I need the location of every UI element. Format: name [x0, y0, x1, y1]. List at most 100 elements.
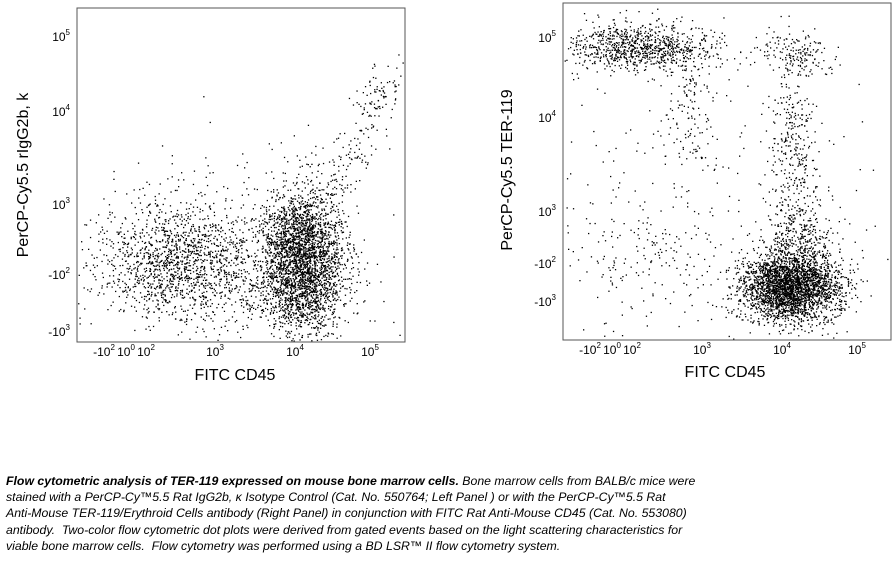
- dot: [316, 270, 318, 272]
- dot: [304, 322, 306, 324]
- dot: [139, 264, 141, 266]
- dot: [311, 340, 313, 342]
- dot: [328, 267, 330, 270]
- dot: [329, 197, 331, 199]
- dot: [322, 264, 324, 266]
- dot: [301, 271, 304, 273]
- dot: [102, 242, 104, 244]
- dot: [347, 321, 349, 324]
- dot: [295, 243, 298, 245]
- dot: [309, 289, 311, 291]
- dot: [307, 303, 310, 305]
- dot: [293, 285, 295, 287]
- dot: [264, 249, 267, 251]
- dot: [154, 293, 156, 295]
- dot: [281, 248, 283, 250]
- dot: [125, 289, 127, 291]
- dot: [306, 261, 308, 263]
- dot: [192, 257, 194, 259]
- dot: [237, 291, 239, 294]
- dot: [124, 253, 126, 256]
- dot: [302, 294, 304, 296]
- dot: [330, 194, 332, 196]
- dot: [243, 258, 246, 260]
- dot: [257, 264, 259, 266]
- dot: [158, 279, 160, 282]
- dot: [300, 253, 302, 255]
- dot: [308, 260, 310, 262]
- dot: [223, 275, 225, 278]
- dot: [137, 282, 140, 285]
- dot: [228, 262, 230, 264]
- dot: [290, 203, 292, 205]
- dot: [167, 302, 169, 304]
- dot: [157, 269, 159, 271]
- dot: [259, 316, 261, 318]
- dot: [308, 238, 310, 240]
- dot: [288, 247, 290, 249]
- dot: [278, 218, 281, 221]
- dot: [311, 220, 313, 223]
- dot: [176, 255, 178, 257]
- dot: [268, 249, 271, 251]
- dot: [382, 106, 384, 108]
- dot: [141, 240, 144, 243]
- dot: [194, 291, 196, 293]
- dot: [249, 310, 251, 312]
- x-tick-label: 104: [286, 343, 304, 359]
- dot: [298, 259, 301, 261]
- dot: [290, 260, 292, 263]
- dot: [118, 231, 120, 233]
- dot: [312, 300, 315, 302]
- dot: [220, 249, 223, 252]
- dot: [297, 309, 299, 311]
- dot: [214, 250, 217, 252]
- dot: [270, 275, 272, 277]
- dot: [149, 285, 151, 287]
- dot: [324, 301, 326, 303]
- dot: [300, 273, 303, 275]
- dot: [285, 300, 287, 302]
- dot: [175, 289, 178, 291]
- dot: [335, 285, 337, 287]
- dot: [205, 303, 207, 306]
- dot: [336, 138, 338, 140]
- dot: [197, 241, 199, 243]
- dot: [158, 193, 160, 195]
- dot: [219, 260, 221, 262]
- dot: [280, 309, 282, 311]
- dot: [102, 229, 104, 231]
- dot: [283, 180, 285, 182]
- dot: [378, 90, 380, 92]
- dot: [159, 270, 161, 272]
- dot: [327, 238, 329, 240]
- dot: [248, 255, 250, 258]
- dot: [261, 251, 264, 253]
- dot: [332, 333, 334, 335]
- dot: [290, 246, 292, 248]
- dot: [208, 252, 210, 254]
- dot: [293, 222, 295, 224]
- dot: [288, 238, 290, 240]
- dot: [299, 231, 301, 233]
- dot: [164, 235, 166, 237]
- dot: [312, 244, 314, 246]
- dot: [283, 208, 285, 211]
- dot: [126, 243, 128, 246]
- dot: [223, 264, 226, 266]
- dot: [81, 241, 83, 243]
- dot: [242, 311, 245, 314]
- dot: [280, 281, 282, 283]
- dot: [353, 312, 355, 314]
- dot: [252, 231, 254, 233]
- dot: [291, 292, 293, 295]
- dot: [323, 238, 325, 240]
- dot: [284, 265, 286, 267]
- dot: [319, 249, 322, 251]
- dot: [348, 236, 350, 239]
- dot: [245, 304, 248, 306]
- dot: [172, 216, 174, 218]
- dot: [657, 38, 659, 40]
- dot: [278, 236, 280, 239]
